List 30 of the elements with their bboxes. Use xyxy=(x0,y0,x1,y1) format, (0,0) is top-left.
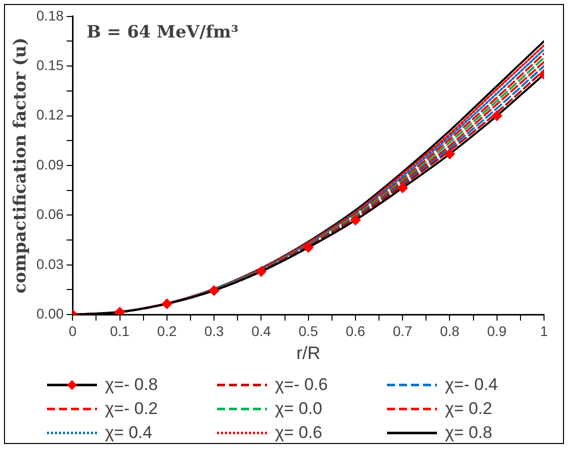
legend-label: χ= 0.8 xyxy=(445,422,492,442)
legend-label: χ= 0.2 xyxy=(445,398,492,418)
x-tick-label: 0.6 xyxy=(346,322,366,339)
legend-label: χ=- 0.4 xyxy=(445,374,498,394)
y-tick-label: 0.15 xyxy=(36,56,64,73)
x-tick-label: 0.1 xyxy=(110,322,130,339)
x-tick-label: 0 xyxy=(68,322,77,339)
y-tick-label: 0.03 xyxy=(36,256,64,272)
y-tick-label: 0.12 xyxy=(36,106,64,123)
legend-label: χ= 0.4 xyxy=(105,422,152,442)
x-tick-label: 0.9 xyxy=(487,322,507,339)
legend-label: χ=- 0.2 xyxy=(105,398,158,418)
x-tick-label: 0.3 xyxy=(204,322,224,339)
x-axis-title: r/R xyxy=(296,343,320,364)
y-tick-label: 0.09 xyxy=(36,156,64,172)
x-tick-label: 0.8 xyxy=(440,322,460,339)
y-axis-title: compactification factor (u) xyxy=(10,37,31,294)
legend-label: χ= 0.6 xyxy=(275,422,322,442)
y-tick-label: 0.00 xyxy=(36,305,64,322)
y-tick-label: 0.18 xyxy=(36,7,64,24)
x-tick-label: 0.2 xyxy=(157,322,177,339)
y-tick-label: 0.06 xyxy=(36,206,64,222)
legend-label: χ=- 0.8 xyxy=(105,374,158,394)
x-tick-label: 1 xyxy=(540,322,548,339)
x-tick-label: 0.7 xyxy=(392,322,413,339)
legend-label: χ=- 0.6 xyxy=(275,374,328,394)
x-tick-label: 0.4 xyxy=(251,322,272,339)
annotation: B = 64 MeV/fm³ xyxy=(86,22,238,42)
x-tick-label: 0.5 xyxy=(298,322,318,339)
legend-label: χ= 0.0 xyxy=(275,398,322,418)
